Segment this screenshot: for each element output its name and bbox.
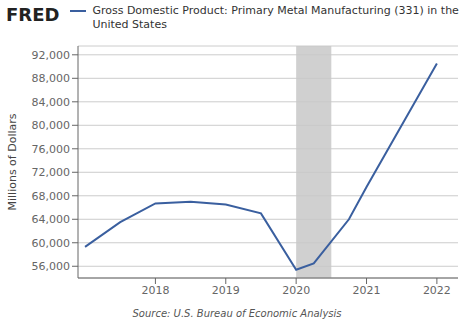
- html-text:FRED: FRED: [6, 4, 60, 25]
- svg-text:2018: 2018: [141, 284, 169, 297]
- svg-text:84,000: 84,000: [32, 96, 71, 109]
- svg-text:2021: 2021: [353, 284, 381, 297]
- svg-text:88,000: 88,000: [32, 72, 71, 85]
- svg-text:2020: 2020: [282, 284, 310, 297]
- svg-text:92,000: 92,000: [32, 49, 71, 62]
- svg-text:72,000: 72,000: [32, 166, 71, 179]
- svg-text:64,000: 64,000: [32, 213, 71, 226]
- svg-text:76,000: 76,000: [32, 143, 71, 156]
- svg-text:Millions of Dollars: Millions of Dollars: [8, 113, 19, 210]
- svg-text:2022: 2022: [423, 284, 451, 297]
- svg-text:60,000: 60,000: [32, 237, 71, 250]
- svg-text:80,000: 80,000: [32, 119, 71, 132]
- html-text:Gross Domestic Product: Primar: Gross Domestic Product: Primary Metal Ma…: [92, 4, 459, 31]
- html-text:Source: U.S. Bureau of Economi: Source: U.S. Bureau of Economic Analysis: [132, 308, 342, 319]
- svg-text:2019: 2019: [212, 284, 240, 297]
- svg-text:56,000: 56,000: [32, 260, 71, 273]
- svg-text:68,000: 68,000: [32, 190, 71, 203]
